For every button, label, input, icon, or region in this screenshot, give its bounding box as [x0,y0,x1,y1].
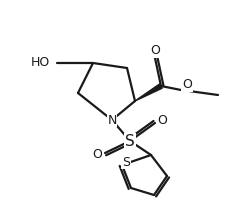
Text: O: O [182,78,192,91]
Polygon shape [135,84,162,101]
Text: S: S [125,134,135,149]
Text: N: N [107,114,117,126]
Text: O: O [157,114,167,128]
Text: S: S [122,155,130,169]
Text: O: O [92,149,102,161]
Text: HO: HO [30,56,50,70]
Text: O: O [150,45,160,58]
